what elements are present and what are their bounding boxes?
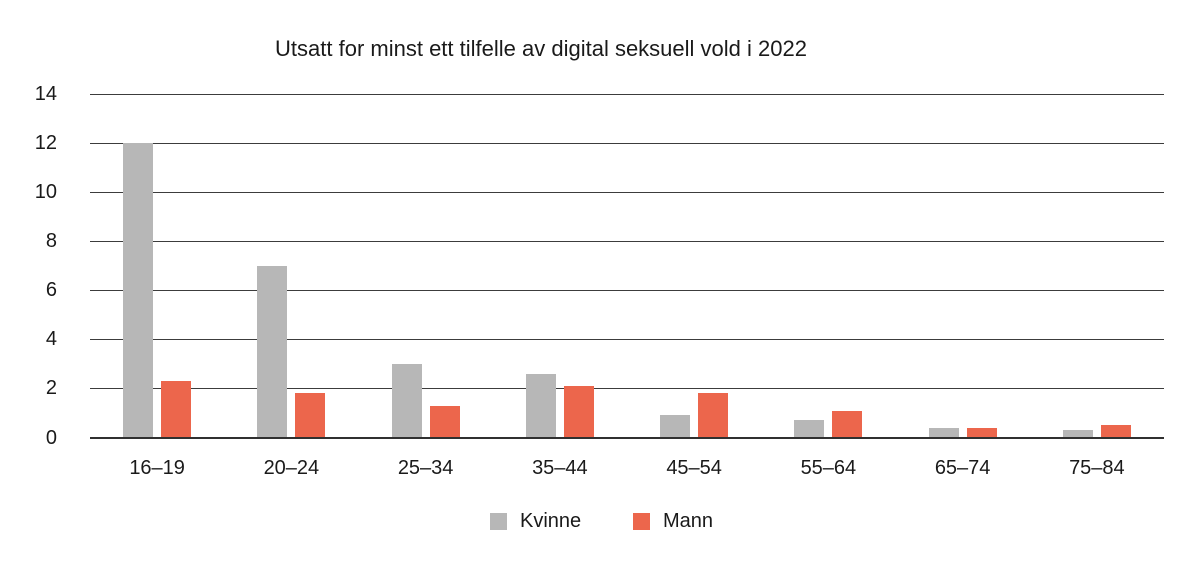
legend-item-mann: Mann (633, 509, 713, 534)
x-tick-label-45-54: 45–54 (666, 457, 722, 479)
y-tick-label-4: 4 (45, 328, 57, 351)
bar-kvinne-75-84 (1062, 430, 1093, 438)
bar-kvinne-25-34 (391, 363, 422, 438)
y-tick-label-0: 0 (45, 426, 57, 449)
legend-swatch-kvinne (490, 513, 507, 530)
x-axis-line (90, 436, 1164, 439)
chart-title: Utsatt for minst ett tilfelle av digital… (275, 36, 807, 61)
bar-kvinne-35-44 (525, 373, 556, 438)
x-tick-label-55-64: 55–64 (800, 457, 857, 479)
bar-mann-20-24 (295, 393, 326, 438)
bar-mann-16-19 (161, 381, 192, 438)
gridline-y-14 (90, 93, 1164, 95)
gridline-y-6 (90, 289, 1164, 291)
x-tick-label-35-44: 35–44 (532, 457, 588, 479)
bar-mann-75-84 (1100, 425, 1131, 438)
bar-mann-35-44 (563, 385, 594, 438)
x-tick-label-25-34: 25–34 (397, 457, 454, 479)
x-tick-label-16-19: 16–19 (129, 457, 185, 479)
bar-mann-45-54 (698, 393, 729, 438)
y-tick-label-6: 6 (45, 279, 57, 302)
bar-kvinne-45-54 (660, 415, 691, 438)
x-tick-label-20-24: 20–24 (263, 457, 320, 479)
gridline-y-4 (90, 338, 1164, 340)
bar-kvinne-65-74 (928, 427, 959, 438)
bar-mann-55-64 (832, 410, 863, 438)
y-tick-label-2: 2 (45, 377, 57, 400)
legend-item-kvinne: Kvinne (490, 509, 581, 534)
legend-swatch-mann (633, 513, 650, 530)
y-tick-label-14: 14 (34, 83, 57, 105)
y-tick-label-12: 12 (34, 132, 57, 155)
gridline-y-8 (90, 240, 1164, 242)
gridline-y-2 (90, 387, 1164, 389)
bar-kvinne-55-64 (794, 420, 825, 438)
legend-label-mann: Mann (663, 510, 714, 532)
bar-kvinne-16-19 (123, 143, 154, 438)
y-tick-label-8: 8 (45, 230, 57, 253)
legend-label-kvinne: Kvinne (520, 510, 582, 532)
bar-kvinne-20-24 (257, 265, 288, 438)
x-tick-label-65-74: 65–74 (934, 457, 991, 479)
gridline-y-12 (90, 142, 1164, 144)
x-tick-label-75-84: 75–84 (1069, 457, 1125, 479)
y-tick-label-10: 10 (34, 181, 57, 204)
gridline-y-10 (90, 191, 1164, 193)
bar-mann-25-34 (429, 405, 460, 438)
bar-mann-65-74 (966, 427, 997, 438)
